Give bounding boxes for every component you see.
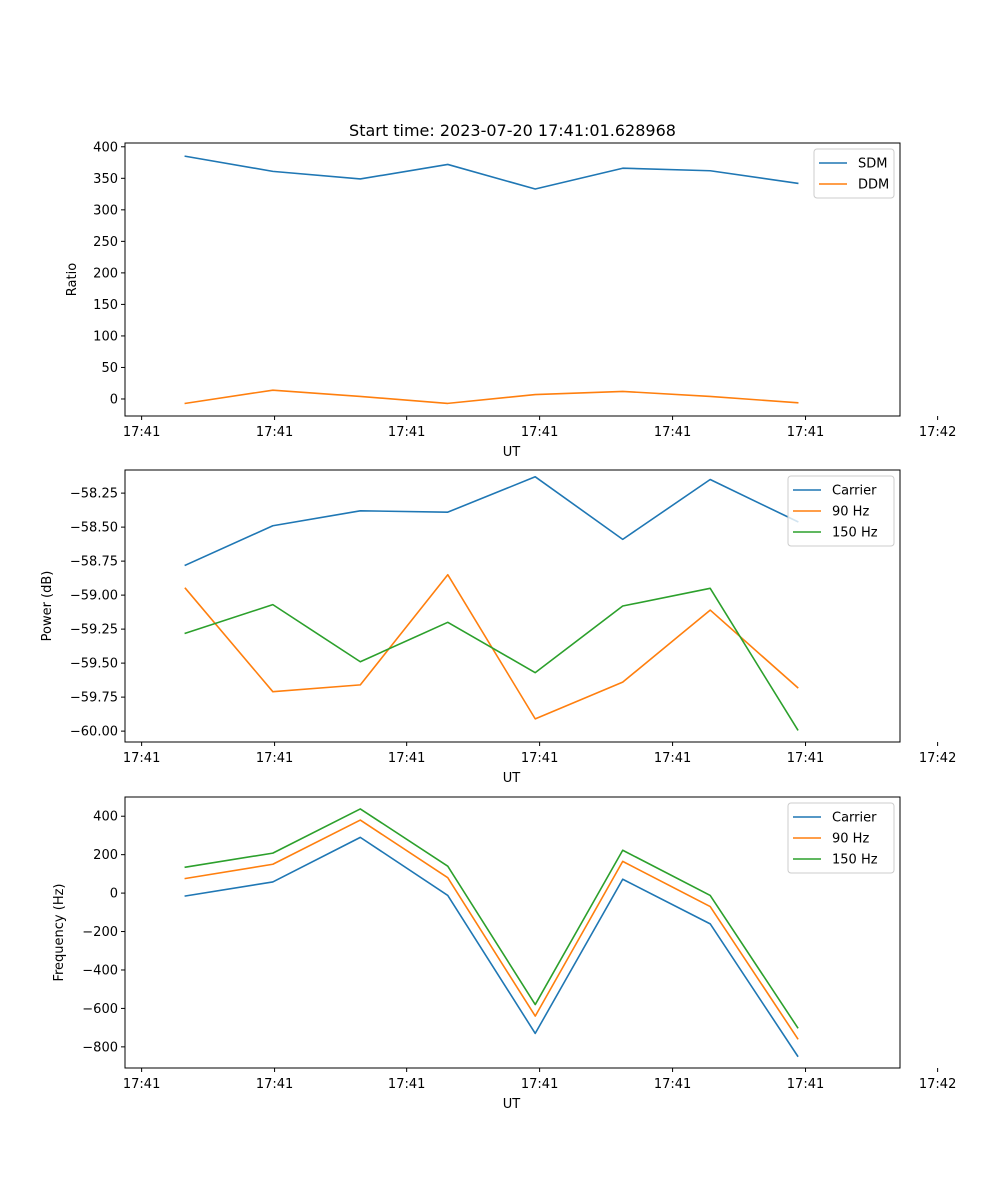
chart2-frame — [124, 469, 901, 743]
chart3-x-tick-label: 17:41 — [388, 1077, 425, 1092]
chart3-x-tick-label: 17:41 — [256, 1077, 293, 1092]
chart2-x-tick-label: 17:41 — [256, 751, 293, 766]
chart2-x-tick-label: 17:41 — [123, 751, 160, 766]
chart3-x-tick-label: 17:41 — [654, 1077, 691, 1092]
chart3-y-tick-label: 0 — [110, 887, 118, 902]
chart2-x-tick-label: 17:41 — [388, 751, 425, 766]
chart2-legend-label-90-hz: 90 Hz — [832, 505, 869, 520]
chart1-y-tick-label: 150 — [93, 298, 118, 313]
chart3-series-line-90-hz — [184, 819, 799, 1040]
chart1-x-tick-label: 17:42 — [919, 425, 956, 440]
chart3-x-tick-label: 17:41 — [521, 1077, 558, 1092]
chart1-legend-label-ddm: DDM — [858, 178, 889, 193]
chart1-x-tick-label: 17:41 — [388, 425, 425, 440]
chart3-legend-box — [787, 802, 895, 874]
chart1-x-tick-label: 17:41 — [256, 425, 293, 440]
chart2-y-tick-label: −59.25 — [70, 623, 118, 638]
chart3-y-tick-label: −200 — [82, 925, 118, 940]
chart1-axes: 17:41 17:41 17:41 17:41 17:41 17:41 17:42 0 50 10… — [65, 140, 956, 460]
chart1-x-tick-label: 17:41 — [787, 425, 824, 440]
chart1-x-tick-label: 17:41 — [521, 425, 558, 440]
chart2-x-tick-label: 17:41 — [654, 751, 691, 766]
chart2-legend-label-150-hz: 150 Hz — [832, 526, 878, 541]
chart2-legend-box — [787, 475, 895, 547]
chart3-y-tick-label: 200 — [93, 848, 118, 863]
chart3-x-tick-label: 17:42 — [919, 1077, 956, 1092]
chart3-x-axis-label: UT — [503, 1097, 521, 1112]
chart2-y-axis-label: Power (dB) — [40, 571, 55, 642]
chart2-y-tick-label: −59.75 — [70, 691, 118, 706]
chart2-y-tick-label: −58.50 — [70, 521, 118, 536]
chart1-y-tick-label: 350 — [93, 172, 118, 187]
chart3-legend-label-carrier: Carrier — [832, 811, 877, 826]
chart1-y-tick-label: 200 — [93, 266, 118, 281]
chart3-x-tick-label: 17:41 — [787, 1077, 824, 1092]
chart3-legend-label-150-hz: 150 Hz — [832, 853, 878, 868]
chart3-axes: 17:41 17:41 17:41 17:41 17:41 17:41 17:42 400 20… — [52, 796, 956, 1112]
chart2-x-tick-label: 17:41 — [521, 751, 558, 766]
chart1-y-tick-label: 400 — [93, 140, 118, 155]
chart1-legend-box — [813, 148, 895, 199]
chart2-x-tick-label: 17:41 — [787, 751, 824, 766]
chart1-legend-label-sdm: SDM — [858, 157, 887, 172]
chart2-x-tick-label: 17:42 — [919, 751, 956, 766]
chart1-x-tick-label: 17:41 — [654, 425, 691, 440]
chart2-x-axis-label: UT — [503, 771, 521, 786]
chart2-axes: 17:41 17:41 17:41 17:41 17:41 17:41 17:42 −58.2… — [40, 469, 956, 786]
chart1-frame — [124, 142, 901, 417]
chart2-y-tick-label: −59.00 — [70, 589, 118, 604]
chart2-y-tick-label: −60.00 — [70, 725, 118, 740]
chart1-x-axis-label: UT — [503, 445, 521, 460]
chart3-series-line-150-hz — [184, 808, 799, 1029]
chart1-series-line-sdm — [184, 155, 799, 190]
chart1-series-line-ddm — [184, 389, 799, 405]
chart2-legend-label-carrier: Carrier — [832, 484, 877, 499]
chart2-y-tick-label: −58.25 — [70, 487, 118, 502]
chart2-series-line-150-hz — [184, 587, 799, 731]
chart3-y-tick-label: −800 — [82, 1040, 118, 1055]
chart1-y-tick-label: 250 — [93, 235, 118, 250]
chart3-legend-label-90-hz: 90 Hz — [832, 832, 869, 847]
chart2-series-line-carrier — [184, 475, 799, 567]
chart3-y-axis-label: Frequency (Hz) — [52, 883, 67, 981]
chart2-y-tick-label: −59.50 — [70, 657, 118, 672]
chart3-y-tick-label: −600 — [82, 1002, 118, 1017]
chart2-y-tick-label: −58.75 — [70, 555, 118, 570]
chart2-legend: Carrier 90 Hz 150 Hz — [787, 475, 895, 547]
chart3-y-tick-label: 400 — [93, 810, 118, 825]
chart3-x-tick-label: 17:41 — [123, 1077, 160, 1092]
chart3-legend: Carrier 90 Hz 150 Hz — [787, 802, 895, 874]
figure-title: Start time: 2023-07-20 17:41:01.628968 — [349, 121, 676, 140]
chart1-y-tick-label: 300 — [93, 203, 118, 218]
chart1-y-axis-label: Ratio — [65, 263, 80, 296]
chart3-frame — [124, 796, 901, 1069]
chart1-legend: SDM DDM — [813, 148, 895, 199]
chart1-y-tick-label: 100 — [93, 329, 118, 344]
chart3-series-line-carrier — [184, 836, 799, 1058]
chart1-y-tick-label: 50 — [101, 361, 118, 376]
chart3-y-tick-label: −400 — [82, 963, 118, 978]
chart1-y-tick-label: 0 — [110, 392, 118, 407]
chart1-x-tick-label: 17:41 — [123, 425, 160, 440]
